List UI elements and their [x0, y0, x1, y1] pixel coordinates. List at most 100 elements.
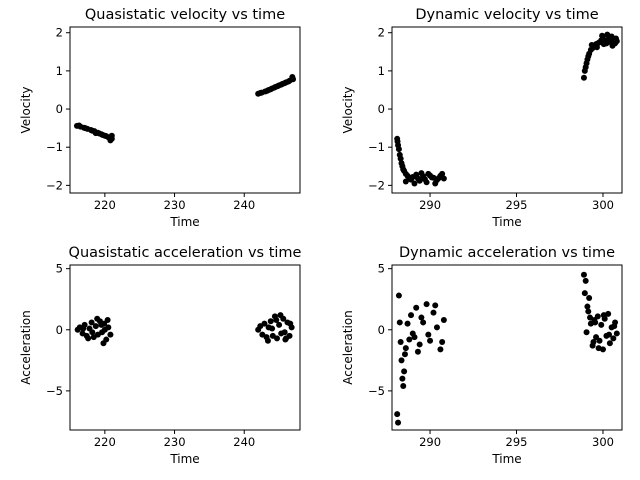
data-point — [580, 271, 587, 278]
data-point — [428, 174, 435, 181]
data-point — [432, 302, 439, 309]
data-point — [581, 290, 588, 297]
y-tick-label: 2 — [56, 26, 63, 40]
x-axis-label: Time — [491, 215, 521, 229]
data-point — [587, 314, 594, 321]
data-point — [88, 319, 95, 326]
data-point — [440, 175, 447, 182]
data-point — [586, 295, 593, 301]
data-point — [85, 335, 92, 342]
data-point — [599, 32, 606, 39]
x-axis-label: Time — [491, 452, 521, 466]
data-point — [609, 42, 616, 49]
data-point — [427, 337, 434, 344]
data-point — [99, 132, 106, 138]
data-point — [277, 312, 284, 319]
data-point — [396, 319, 403, 326]
data-point — [94, 315, 101, 322]
data-point — [414, 175, 421, 182]
data-point — [430, 309, 437, 316]
y-tick-label: 2 — [378, 26, 385, 40]
y-tick-label: −2 — [46, 178, 63, 192]
axes-frame — [391, 264, 623, 431]
data-point — [435, 175, 442, 182]
data-point — [80, 325, 87, 332]
data-point — [604, 31, 611, 38]
x-tick-label: 230 — [164, 198, 186, 212]
data-point — [423, 301, 430, 308]
data-point — [416, 341, 423, 348]
data-point — [593, 44, 600, 51]
data-point — [401, 368, 408, 375]
data-point — [92, 130, 99, 137]
x-tick-label: 300 — [592, 198, 614, 212]
data-point — [592, 319, 599, 326]
subplot-3: 220 230 240 −5 0 5 Quasistatic acceleration vs… — [19, 245, 302, 466]
y-tick-label: 0 — [378, 102, 385, 116]
data-point — [267, 318, 274, 325]
data-point — [413, 304, 420, 311]
data-point — [611, 323, 618, 330]
data-point — [398, 357, 405, 364]
data-point — [590, 339, 597, 345]
data-point — [414, 348, 421, 355]
y-axis-label: Velocity — [19, 86, 33, 133]
data-point — [406, 336, 413, 343]
data-point — [397, 155, 404, 162]
y-tick-label: −1 — [46, 140, 63, 154]
x-tick-label: 220 — [94, 198, 116, 212]
data-point — [440, 317, 447, 323]
y-axis-label: Velocity — [341, 86, 355, 133]
data-point — [582, 277, 589, 284]
y-tick-label: 5 — [378, 262, 385, 276]
x-axis-label: Time — [169, 215, 199, 229]
data-point — [418, 170, 425, 177]
data-point — [274, 83, 281, 90]
chart-title: Dynamic acceleration vs time — [399, 245, 615, 261]
data-point — [264, 337, 271, 344]
y-axis-label: Acceleration — [19, 310, 33, 385]
axes-frame — [391, 26, 623, 194]
subplot-2: 290 295 300 −2 −1 0 1 2 Dynamic velocity vs time… — [341, 7, 623, 229]
data-point — [612, 35, 619, 42]
y-tick-label: −5 — [46, 384, 63, 398]
y-tick-label: −2 — [368, 178, 385, 192]
x-tick-label: 300 — [592, 435, 614, 449]
data-point — [425, 331, 432, 338]
data-point — [404, 320, 411, 327]
x-tick-label: 295 — [506, 198, 528, 212]
data-point — [600, 41, 607, 48]
x-tick-label: 220 — [94, 435, 116, 449]
data-point — [92, 323, 99, 330]
data-point — [107, 331, 114, 338]
x-tick-label: 230 — [164, 435, 186, 449]
data-point — [269, 325, 276, 332]
data-point — [107, 137, 114, 144]
data-point — [82, 125, 89, 132]
x-tick-label: 295 — [506, 435, 528, 449]
chart-title: Dynamic velocity vs time — [415, 7, 598, 23]
data-point — [104, 317, 111, 323]
subplot-4: 290 295 300 −5 0 5 Dynamic acceleration vs tim… — [341, 245, 623, 466]
y-tick-label: 0 — [56, 323, 63, 337]
x-tick-label: 240 — [233, 435, 255, 449]
x-tick-label: 290 — [419, 435, 441, 449]
y-tick-label: 0 — [56, 102, 63, 116]
data-point — [402, 345, 409, 352]
data-point — [432, 180, 439, 187]
axes-frame — [69, 26, 301, 194]
data-point — [595, 345, 602, 352]
data-point — [594, 313, 601, 320]
data-point — [598, 321, 605, 328]
data-point — [76, 122, 83, 129]
y-tick-label: 0 — [378, 323, 385, 337]
data-point — [274, 335, 280, 342]
data-point — [400, 383, 407, 389]
data-point — [101, 326, 108, 333]
data-point — [596, 337, 603, 344]
y-tick-label: −1 — [368, 140, 385, 154]
data-point — [613, 330, 620, 337]
data-point — [439, 339, 446, 345]
data-point — [584, 303, 591, 310]
